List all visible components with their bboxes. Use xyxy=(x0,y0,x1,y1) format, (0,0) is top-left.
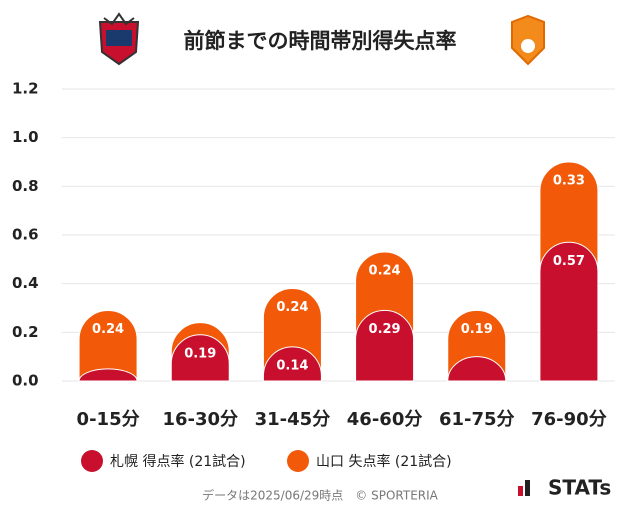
y-tick-label: 0.4 xyxy=(12,274,39,292)
legend-label: 山口 失点率 (21試合) xyxy=(316,453,452,470)
value-label: 0.24 xyxy=(276,300,308,315)
legend-label: 札幌 得点率 (21試合) xyxy=(110,453,246,470)
y-tick-label: 1.0 xyxy=(12,128,39,146)
bar-segment xyxy=(262,346,322,382)
value-label: 0.14 xyxy=(276,358,308,373)
bar-segment xyxy=(539,241,599,382)
legend-marker xyxy=(81,450,103,472)
bar-segment xyxy=(539,161,599,272)
x-tick-label: 46-60分 xyxy=(347,409,423,430)
footnote: データは2025/06/29時点 © SPORTERIA xyxy=(202,488,439,503)
y-tick-label: 0.8 xyxy=(12,177,39,195)
y-tick-label: 0.6 xyxy=(12,226,39,244)
value-label: 0.19 xyxy=(461,322,493,337)
bar-segment xyxy=(78,310,138,382)
x-tick-label: 61-75分 xyxy=(439,409,515,430)
value-label: 0.19 xyxy=(184,346,216,361)
y-tick-label: 1.2 xyxy=(12,80,39,98)
x-tick-label: 0-15分 xyxy=(77,409,140,430)
away-logo xyxy=(511,14,545,66)
y-tick-label: 0.0 xyxy=(12,372,39,390)
value-label: 0.57 xyxy=(553,254,585,269)
home-logo xyxy=(98,12,140,66)
brand-logo: STATs xyxy=(518,476,611,500)
bar-segment xyxy=(78,368,138,382)
x-tick-label: 16-30分 xyxy=(162,409,238,430)
value-label: 0.33 xyxy=(553,174,585,189)
x-tick-label: 31-45分 xyxy=(255,409,331,430)
x-tick-label: 76-90分 xyxy=(531,409,607,430)
brand-text: STATs xyxy=(548,476,611,500)
value-label: 0.24 xyxy=(369,264,401,279)
bar-segment xyxy=(447,356,507,382)
y-tick-label: 0.2 xyxy=(12,323,39,341)
bar-segment xyxy=(355,310,415,382)
chart-title: 前節までの時間帯別得失点率 xyxy=(184,29,457,53)
bar-segment xyxy=(170,334,230,382)
legend-marker xyxy=(287,450,309,472)
value-label: 0.29 xyxy=(369,322,401,337)
value-label: 0.24 xyxy=(92,322,124,337)
